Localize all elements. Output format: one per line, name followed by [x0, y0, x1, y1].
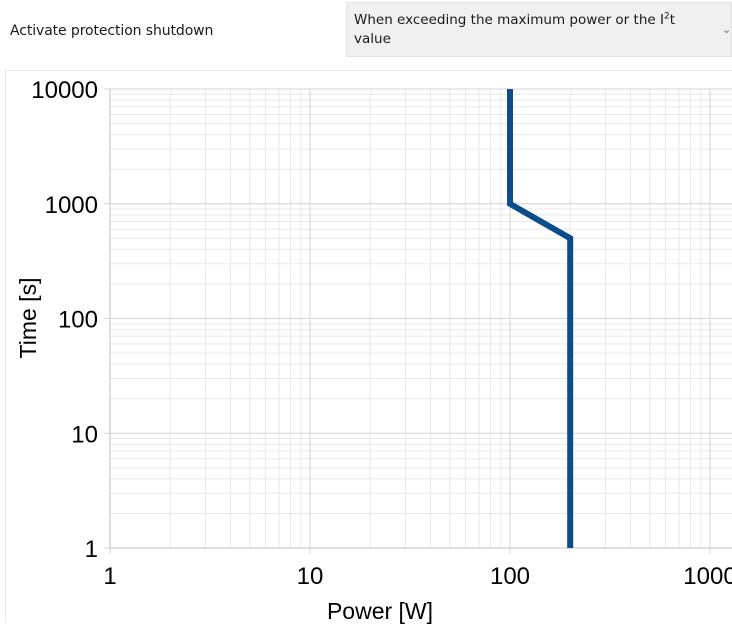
y-tick-label: 10000 [31, 77, 98, 104]
protection-curve-line [507, 89, 574, 548]
x-axis-title: Power [W] [327, 598, 433, 624]
y-tick-label: 100 [58, 307, 98, 334]
x-tick-label: 1000 [683, 563, 732, 590]
protection-shutdown-selected-value: When exceeding the maximum power or the … [354, 11, 675, 47]
y-tick-label: 1 [85, 536, 98, 563]
y-axis-title: Time [s] [15, 278, 41, 359]
protection-shutdown-row: Activate protection shutdown When exceed… [0, 0, 732, 66]
protection-shutdown-select[interactable]: When exceeding the maximum power or the … [346, 2, 732, 57]
x-tick-label: 1 [103, 563, 116, 590]
y-tick-label: 1000 [45, 192, 98, 219]
protection-shutdown-label: Activate protection shutdown [10, 23, 214, 39]
x-tick-label: 10 [297, 563, 324, 590]
chevron-down-icon[interactable]: ⌄ [722, 24, 732, 36]
y-tick-label: 10 [71, 421, 98, 448]
x-tick-label: 100 [490, 563, 530, 590]
power-time-chart: 10000 1000 100 10 1 1 10 100 1000 Power [W] Time [… [5, 70, 732, 624]
chart-svg: 10000 1000 100 10 11 10 100 1000 Power [W] Time [… [15, 77, 732, 624]
